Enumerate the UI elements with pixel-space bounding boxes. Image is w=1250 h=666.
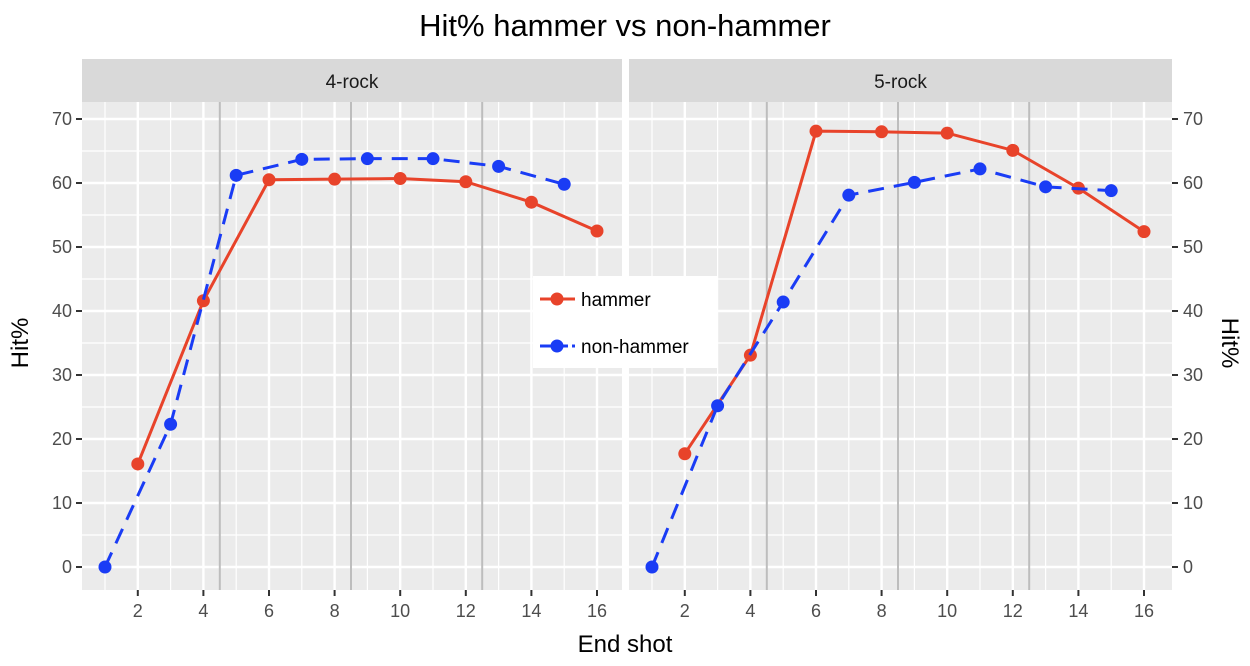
y-tick-label: 30 xyxy=(52,365,72,385)
x-tick-label: 14 xyxy=(1068,601,1088,621)
x-tick-label: 16 xyxy=(1134,601,1154,621)
y-axis-left: 0 10 20 30 40 50 60 70 xyxy=(52,109,82,577)
panel-5-rock: 5-rock 2 4 6 8 10 12 14 16 xyxy=(629,59,1172,621)
y-axis-title-left: Hit% xyxy=(7,318,34,369)
data-point-hammer xyxy=(328,172,342,186)
data-point-hammer xyxy=(393,172,407,186)
data-point-non-hammer xyxy=(360,152,374,166)
legend-marker xyxy=(550,292,564,306)
facet-strip xyxy=(629,59,1172,102)
data-point-hammer xyxy=(459,175,473,189)
data-point-hammer xyxy=(678,447,692,461)
facet-label: 5-rock xyxy=(874,72,927,93)
x-tick-label: 16 xyxy=(587,601,607,621)
x-tick-label: 2 xyxy=(680,601,690,621)
x-tick-label: 2 xyxy=(133,601,143,621)
y-tick-label: 60 xyxy=(1183,173,1203,193)
data-point-non-hammer xyxy=(711,399,725,413)
x-tick-label: 6 xyxy=(264,601,274,621)
y-tick-label: 50 xyxy=(1183,237,1203,257)
panel-4-rock: 4-rock 2 4 6 8 10 12 14 16 xyxy=(82,59,622,621)
y-tick-label: 20 xyxy=(1183,429,1203,449)
y-tick-label: 40 xyxy=(52,301,72,321)
y-tick-label: 70 xyxy=(52,109,72,129)
data-point-hammer xyxy=(1137,225,1151,239)
data-point-hammer xyxy=(809,124,823,138)
x-axis-title: End shot xyxy=(578,631,673,658)
data-point-non-hammer xyxy=(907,175,921,189)
legend-box xyxy=(533,276,718,368)
data-point-non-hammer xyxy=(645,560,659,574)
series-line-hammer xyxy=(136,177,598,465)
data-point-non-hammer xyxy=(842,188,856,202)
legend-marker xyxy=(550,339,564,353)
facet-strip xyxy=(82,59,622,102)
x-tick-label: 12 xyxy=(456,601,476,621)
y-tick-label: 50 xyxy=(52,237,72,257)
data-point-non-hammer xyxy=(776,295,790,309)
y-axis-title-right: Hit% xyxy=(1216,318,1243,369)
data-point-non-hammer xyxy=(98,560,112,574)
data-point-non-hammer xyxy=(1104,184,1118,198)
y-tick-label: 30 xyxy=(1183,365,1203,385)
x-tick-label: 12 xyxy=(1003,601,1023,621)
facet-panels: 4-rock 2 4 6 8 10 12 14 16 5-rock 2 4 6 8 10 12 14 16 xyxy=(82,59,1172,621)
data-point-non-hammer xyxy=(1039,180,1053,194)
data-point-hammer xyxy=(1006,143,1020,157)
y-tick-label: 20 xyxy=(52,429,72,449)
legend-label: non-hammer xyxy=(581,337,689,358)
chart-title: Hit% hammer vs non-hammer xyxy=(419,8,831,43)
data-point-non-hammer xyxy=(973,162,987,176)
x-tick-label: 8 xyxy=(877,601,887,621)
series-line-non-hammer xyxy=(650,167,1112,568)
y-axis-right: 0 10 20 30 40 50 60 70 xyxy=(1172,109,1203,577)
y-tick-label: 10 xyxy=(52,493,72,513)
legend-label: hammer xyxy=(581,290,651,311)
y-tick-label: 60 xyxy=(52,173,72,193)
x-tick-label: 4 xyxy=(745,601,755,621)
data-point-hammer xyxy=(196,294,210,308)
y-tick-label: 70 xyxy=(1183,109,1203,129)
y-tick-label: 0 xyxy=(1183,557,1193,577)
data-point-hammer xyxy=(262,173,276,187)
data-point-hammer xyxy=(875,125,889,139)
data-point-non-hammer xyxy=(164,417,178,431)
data-point-non-hammer xyxy=(295,152,309,166)
data-point-hammer xyxy=(590,224,604,238)
facet-label: 4-rock xyxy=(326,72,379,93)
data-point-hammer xyxy=(131,457,145,471)
data-point-hammer xyxy=(940,126,954,140)
data-point-non-hammer xyxy=(229,168,243,182)
x-tick-label: 4 xyxy=(198,601,208,621)
data-point-non-hammer xyxy=(492,159,506,173)
y-tick-label: 0 xyxy=(62,557,72,577)
y-tick-label: 40 xyxy=(1183,301,1203,321)
x-tick-label: 10 xyxy=(937,601,957,621)
x-tick-label: 8 xyxy=(330,601,340,621)
x-tick-label: 6 xyxy=(811,601,821,621)
data-point-non-hammer xyxy=(557,177,571,191)
legend: hammer non-hammer xyxy=(533,276,718,368)
x-tick-label: 14 xyxy=(521,601,541,621)
y-tick-label: 10 xyxy=(1183,493,1203,513)
data-point-hammer xyxy=(524,195,538,209)
x-tick-label: 10 xyxy=(390,601,410,621)
series-line-hammer xyxy=(683,129,1145,455)
data-point-non-hammer xyxy=(426,152,440,166)
